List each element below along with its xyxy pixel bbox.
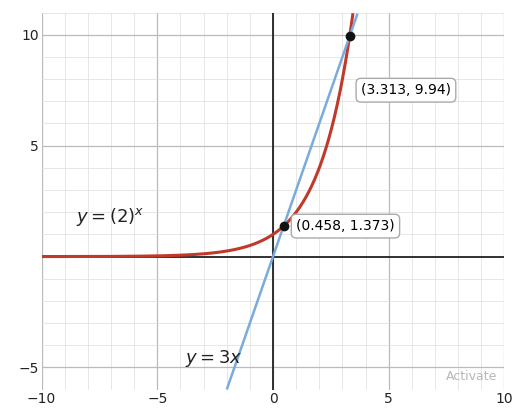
Text: $y = 3x$: $y = 3x$ — [185, 348, 242, 369]
Text: Activate: Activate — [446, 370, 498, 383]
Text: (0.458, 1.373): (0.458, 1.373) — [296, 219, 395, 233]
Text: $y = (2)^x$: $y = (2)^x$ — [76, 206, 145, 228]
Text: (3.313, 9.94): (3.313, 9.94) — [361, 83, 451, 97]
